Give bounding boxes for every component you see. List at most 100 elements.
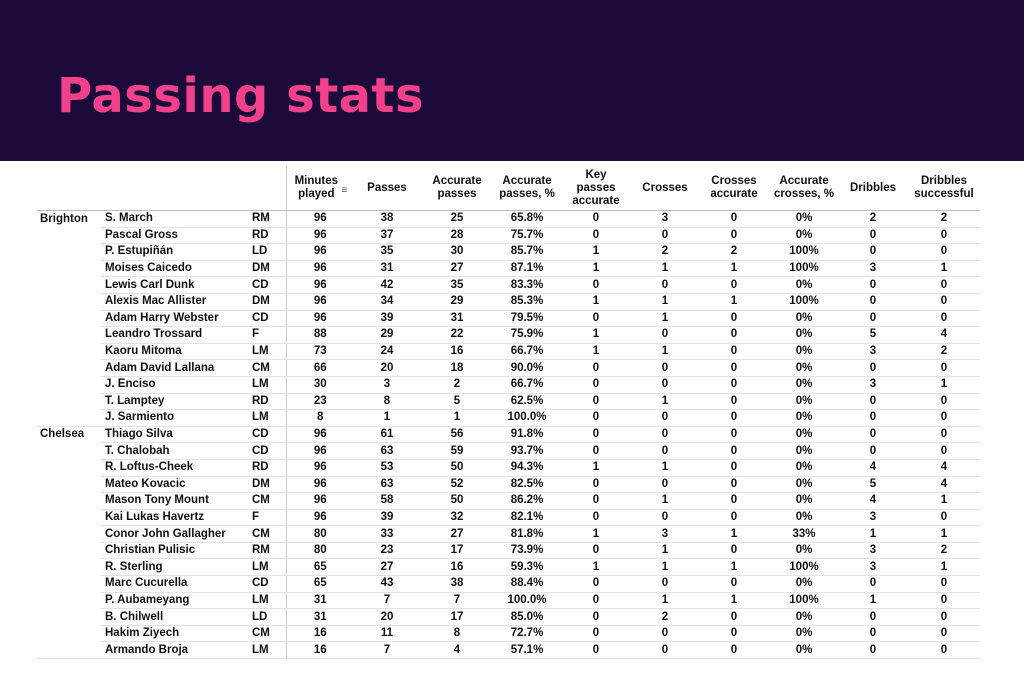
column-header-accurate-passes-pct[interactable]: Accurate passes, % — [494, 166, 560, 211]
table-row[interactable]: J. Enciso LM 30 3 2 66.7% 0 0 0 0% 3 1 — [37, 376, 980, 394]
key-passes-cell: 0 — [560, 210, 632, 228]
table-row[interactable]: Conor John Gallagher CM 80 33 27 81.8% 1 3 1 33% 1… — [37, 525, 980, 543]
dribbles-successful-cell: 0 — [908, 592, 980, 610]
crosses-cell: 0 — [632, 476, 698, 494]
accurate-passes-cell: 16 — [420, 343, 494, 361]
team-cell — [37, 376, 101, 393]
column-header-dribbles-successful[interactable]: Dribbles successful — [908, 166, 980, 211]
accurate-passes-cell: 56 — [420, 425, 494, 444]
table-row[interactable]: Chelsea Thiago Silva CD 96 61 56 91.8% 0 0 0 0% 0 0 — [37, 425, 980, 444]
crosses-accurate-cell: 0 — [698, 641, 770, 660]
table-row[interactable]: Christian Pulisic RM 80 23 17 73.9% 0 1 0 0% 3 2 — [37, 542, 980, 560]
sort-icon[interactable]: ≡ — [341, 185, 348, 196]
passes-cell: 20 — [354, 608, 420, 626]
key-passes-cell: 1 — [560, 243, 632, 261]
table-row[interactable]: Lewis Carl Dunk CD 96 42 35 83.3% 0 0 0 0% 0 0 — [37, 276, 980, 294]
accurate-crosses-pct-cell: 0% — [770, 459, 838, 477]
table-row[interactable]: Alexis Mac Allister DM 96 34 29 85.3% 1 1 1 100% 0… — [37, 293, 980, 311]
accurate-passes-pct-cell: 82.1% — [494, 509, 560, 527]
table-row[interactable]: Kaoru Mitoma LM 73 24 16 66.7% 1 1 0 0% 3 2 — [37, 343, 980, 361]
dribbles-successful-cell: 1 — [908, 492, 980, 510]
dribbles-cell: 0 — [838, 409, 908, 427]
dribbles-cell: 0 — [838, 442, 908, 460]
player-name-cell: Pascal Gross — [101, 227, 248, 245]
team-cell — [37, 360, 101, 377]
table-row[interactable]: R. Loftus-Cheek RD 96 53 50 94.3% 1 1 0 0% 4 4 — [37, 459, 980, 477]
accurate-crosses-pct-cell: 0% — [770, 359, 838, 377]
accurate-passes-pct-cell: 72.7% — [494, 625, 560, 643]
player-name-cell: Alexis Mac Allister — [101, 293, 248, 311]
table-row[interactable]: Pascal Gross RD 96 37 28 75.7% 0 0 0 0% 0 0 — [37, 227, 980, 245]
column-header-accurate-passes[interactable]: Accurate passes — [420, 166, 494, 211]
table-row[interactable]: T. Chalobah CD 96 63 59 93.7% 0 0 0 0% 0 0 — [37, 442, 980, 460]
team-cell — [37, 641, 101, 660]
column-header-key-passes[interactable]: Key passes accurate — [560, 166, 632, 211]
table-row[interactable]: Mateo Kovacic DM 96 63 52 82.5% 0 0 0 0% 5 4 — [37, 476, 980, 494]
column-header-minutes[interactable]: Minutes played ≡ — [285, 166, 354, 211]
table-row[interactable]: Brighton S. March RM 96 38 25 65.8% 0 3 0 0% 2 2 — [37, 210, 980, 228]
team-cell — [37, 260, 101, 277]
dribbles-cell: 0 — [838, 310, 908, 328]
dribbles-successful-cell: 1 — [908, 558, 980, 577]
dribbles-successful-cell: 0 — [908, 359, 980, 377]
team-cell — [37, 559, 101, 576]
crosses-cell: 1 — [632, 260, 698, 278]
accurate-passes-cell: 5 — [420, 393, 494, 411]
player-name-cell: Mateo Kovacic — [101, 476, 248, 494]
dribbles-cell: 0 — [838, 293, 908, 311]
column-header-dribbles[interactable]: Dribbles — [838, 166, 908, 211]
team-cell — [37, 393, 101, 410]
minutes-cell: 96 — [286, 509, 354, 527]
column-header-accurate-crosses-pct[interactable]: Accurate crosses, % — [770, 166, 838, 211]
minutes-cell: 96 — [286, 425, 354, 444]
accurate-passes-pct-cell: 90.0% — [494, 359, 560, 377]
table-row[interactable]: B. Chilwell LD 31 20 17 85.0% 0 2 0 0% 0 0 — [37, 608, 980, 626]
crosses-accurate-cell: 0 — [698, 492, 770, 510]
crosses-cell: 1 — [632, 393, 698, 411]
key-passes-cell: 0 — [560, 608, 632, 626]
position-cell: CM — [248, 625, 287, 643]
crosses-cell: 0 — [632, 425, 698, 444]
team-cell — [37, 542, 101, 559]
table-row[interactable]: Armando Broja LM 16 7 4 57.1% 0 0 0 0% 0 0 — [37, 641, 980, 660]
player-name-cell: Thiago Silva — [101, 425, 248, 444]
crosses-cell: 2 — [632, 243, 698, 261]
team-cell — [37, 443, 101, 460]
table-row[interactable]: T. Lamptey RD 23 8 5 62.5% 0 1 0 0% 0 0 — [37, 393, 980, 411]
team-cell — [37, 244, 101, 261]
column-header-passes[interactable]: Passes — [354, 166, 420, 211]
table-row[interactable]: Leandro Trossard F 88 29 22 75.9% 1 0 0 0% 5 4 — [37, 326, 980, 344]
accurate-passes-pct-cell: 65.8% — [494, 210, 560, 228]
dribbles-cell: 0 — [838, 608, 908, 626]
table-row[interactable]: R. Sterling LM 65 27 16 59.3% 1 1 1 100% 3 1 — [37, 558, 980, 577]
position-cell: LM — [248, 641, 287, 660]
minutes-cell: 73 — [286, 343, 354, 361]
table-row[interactable]: Marc Cucurella CD 65 43 38 88.4% 0 0 0 0% 0 0 — [37, 575, 980, 593]
crosses-accurate-cell: 0 — [698, 376, 770, 394]
passes-cell: 27 — [354, 558, 420, 577]
table-row[interactable]: Mason Tony Mount CM 96 58 50 86.2% 0 1 0 0% 4 1 — [37, 492, 980, 510]
table-row[interactable]: Hakim Ziyech CM 16 11 8 72.7% 0 0 0 0% 0 0 — [37, 625, 980, 643]
crosses-cell: 0 — [632, 442, 698, 460]
accurate-passes-cell: 16 — [420, 558, 494, 577]
table-row[interactable]: J. Sarmiento LM 8 1 1 100.0% 0 0 0 0% 0 0 — [37, 409, 980, 427]
dribbles-cell: 0 — [838, 243, 908, 261]
table-row[interactable]: Adam Harry Webster CD 96 39 31 79.5% 0 1 0 0% 0 0 — [37, 310, 980, 328]
key-passes-cell: 0 — [560, 625, 632, 643]
accurate-crosses-pct-cell: 0% — [770, 210, 838, 228]
table-row[interactable]: Moises Caicedo DM 96 31 27 87.1% 1 1 1 100% 3 1 — [37, 260, 980, 278]
crosses-cell: 0 — [632, 509, 698, 527]
column-header-crosses[interactable]: Crosses — [632, 166, 698, 211]
position-cell: CM — [248, 525, 287, 543]
crosses-cell: 0 — [632, 276, 698, 294]
position-cell: CD — [248, 425, 287, 444]
dribbles-successful-cell: 0 — [908, 641, 980, 660]
table-row[interactable]: Adam David Lallana CM 66 20 18 90.0% 0 0 0 0% 0 0 — [37, 359, 980, 377]
table-row[interactable]: P. Estupiñán LD 96 35 30 85.7% 1 2 2 100% 0 0 — [37, 243, 980, 261]
accurate-passes-cell: 7 — [420, 592, 494, 610]
player-name-cell: Christian Pulisic — [101, 542, 248, 560]
minutes-cell: 96 — [286, 293, 354, 311]
table-row[interactable]: Kai Lukas Havertz F 96 39 32 82.1% 0 0 0 0% 3 0 — [37, 509, 980, 527]
table-row[interactable]: P. Aubameyang LM 31 7 7 100.0% 0 1 1 100% 1 0 — [37, 592, 980, 610]
column-header-crosses-accurate[interactable]: Crosses accurate — [698, 166, 770, 211]
